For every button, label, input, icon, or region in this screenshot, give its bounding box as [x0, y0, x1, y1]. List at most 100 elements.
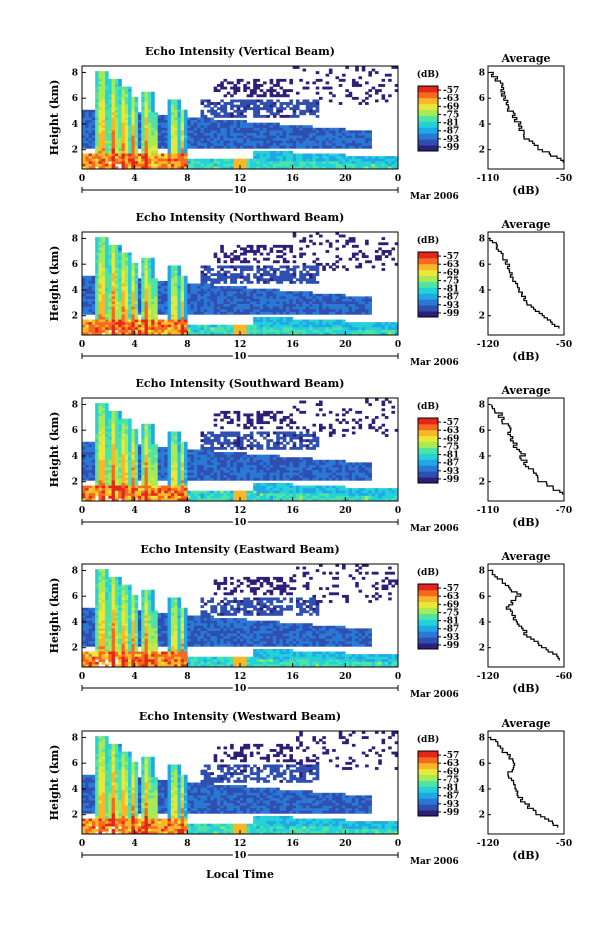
heatmap-cell — [137, 332, 142, 336]
heatmap-cell — [118, 418, 122, 422]
heatmap-cell — [108, 457, 112, 461]
colorbar-tick-label: -93 — [443, 301, 459, 311]
heatmap-cell — [325, 301, 330, 305]
heatmap-cell — [154, 322, 159, 326]
heatmap-cell — [105, 156, 109, 160]
heatmap-cell — [322, 156, 326, 160]
heatmap-cell — [226, 102, 231, 105]
heatmap-cell — [305, 296, 310, 300]
heatmap-cell — [137, 153, 142, 157]
heatmap-cell — [101, 418, 106, 422]
heatmap-cell — [233, 120, 238, 123]
heatmap-cell — [292, 265, 297, 269]
heatmap-cell — [105, 332, 109, 336]
heatmap-cell — [338, 309, 343, 313]
heatmap-cell — [351, 138, 356, 141]
heatmap-cell — [394, 242, 399, 246]
heatmap-cell — [319, 301, 323, 305]
heatmap-cell — [174, 268, 178, 271]
heatmap-cell — [114, 449, 119, 453]
heatmap-cell — [137, 322, 142, 326]
heatmap-cell — [216, 309, 221, 313]
heatmap-cell — [111, 244, 116, 248]
heatmap-cell — [338, 329, 343, 333]
heatmap-cell — [342, 163, 346, 167]
heatmap-cell — [292, 125, 297, 129]
heatmap-cell — [351, 163, 356, 167]
heatmap-cell — [272, 309, 277, 313]
heatmap-cell — [88, 143, 93, 147]
heatmap-cell — [137, 127, 142, 131]
heatmap-cell — [144, 262, 149, 266]
heatmap-cell — [180, 288, 185, 292]
heatmap-cell — [108, 81, 112, 85]
heatmap-cell — [95, 84, 99, 87]
heatmap-cell — [322, 130, 326, 134]
heatmap-cell — [108, 464, 112, 468]
heatmap-cell — [118, 78, 122, 82]
heatmap-cell — [88, 275, 93, 279]
heatmap-cell — [141, 140, 145, 144]
heatmap-cell — [259, 327, 264, 331]
heatmap-cell — [98, 283, 103, 287]
heatmap-cell — [121, 301, 126, 305]
heatmap-cell — [105, 138, 109, 141]
heatmap-cell — [243, 138, 247, 141]
heatmap-cell — [388, 94, 392, 98]
heatmap-cell — [85, 449, 89, 453]
heatmap-cell — [187, 158, 191, 162]
heatmap-cell — [141, 265, 145, 269]
heatmap-cell — [213, 120, 218, 123]
heatmap-cell — [121, 125, 126, 129]
heatmap-cell — [98, 449, 103, 453]
heatmap-cell — [325, 309, 330, 313]
heatmap-cell — [216, 166, 221, 170]
heatmap-cell — [230, 161, 234, 165]
heatmap-cell — [174, 275, 178, 279]
heatmap-cell — [368, 138, 372, 141]
heatmap-cell — [101, 498, 106, 502]
heatmap-cell — [348, 130, 353, 134]
heatmap-cell — [105, 252, 109, 256]
heatmap-cell — [101, 286, 106, 289]
heatmap-cell — [101, 457, 106, 461]
heatmap-cell — [184, 138, 188, 141]
heatmap-cell — [91, 472, 96, 476]
heatmap-cell — [230, 265, 234, 269]
heatmap-cell — [105, 265, 109, 269]
heatmap-cell — [128, 470, 132, 473]
heatmap-cell — [108, 283, 112, 287]
heatmap-cell — [151, 148, 155, 152]
heatmap-cell — [95, 247, 99, 251]
heatmap-cell — [305, 265, 310, 269]
heatmap-cell — [144, 94, 149, 98]
heatmap-cell — [259, 309, 264, 313]
heatmap-cell — [154, 138, 159, 141]
heatmap-cell — [180, 298, 185, 302]
heatmap-cell — [210, 107, 214, 111]
heatmap-cell — [88, 319, 93, 323]
heatmap-cell — [266, 102, 270, 105]
heatmap-cell — [121, 252, 126, 256]
heatmap-cell — [128, 475, 132, 479]
heatmap-cell — [263, 327, 267, 331]
heatmap-cell — [315, 304, 320, 307]
heatmap-cell — [184, 153, 188, 157]
heatmap-cell — [233, 127, 238, 131]
heatmap-cell — [365, 132, 369, 136]
heatmap-cell — [164, 329, 168, 333]
heatmap-cell — [394, 163, 399, 167]
heatmap-cell — [233, 130, 238, 134]
heatmap-cell — [187, 138, 191, 141]
heatmap-cell — [85, 301, 89, 305]
heatmap-cell — [144, 291, 149, 295]
heatmap-cell — [105, 311, 109, 315]
heatmap-cell — [302, 102, 307, 105]
heatmap-cell — [200, 127, 205, 131]
heatmap-cell — [240, 125, 244, 129]
heatmap-cell — [154, 117, 159, 121]
heatmap-cell — [355, 163, 359, 167]
heatmap-cell — [282, 153, 287, 157]
heatmap-cell — [312, 309, 317, 313]
heatmap-cell — [338, 153, 343, 157]
